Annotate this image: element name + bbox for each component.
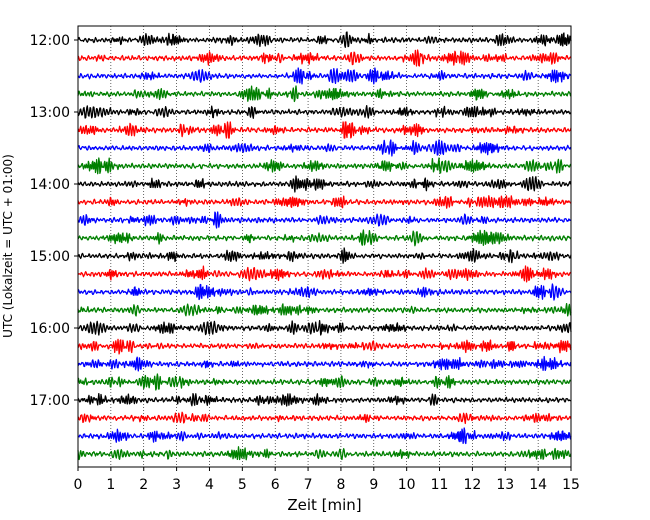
trace-line: [77, 283, 572, 301]
trace-line: [77, 411, 572, 425]
trace-line: [77, 121, 572, 139]
trace-line: [77, 31, 572, 48]
trace-line: [77, 302, 572, 317]
x-tick-label: 10: [398, 477, 416, 493]
x-tick-label: 6: [271, 477, 280, 493]
trace-line: [77, 392, 572, 407]
x-tick-label: 13: [496, 477, 514, 493]
y-tick-label: 14:00: [30, 177, 70, 193]
x-tick-label: 5: [238, 477, 247, 493]
trace-line: [77, 320, 572, 336]
trace-line: [77, 211, 572, 229]
y-tick-label: 15:00: [30, 249, 70, 265]
y-tick-label: 13:00: [30, 105, 70, 121]
trace-line: [77, 247, 572, 264]
x-tick-label: 2: [139, 477, 148, 493]
x-tick-label: 11: [431, 477, 449, 493]
trace-line: [77, 338, 572, 355]
trace-line: [77, 139, 572, 157]
trace-line: [77, 265, 572, 283]
x-tick-label: 3: [172, 477, 181, 493]
trace-line: [77, 355, 572, 372]
x-tick-label: 1: [106, 477, 115, 493]
trace-line: [77, 229, 572, 247]
x-axis-ticks: 0 1 2 3 4 5 6 7 8 9 10 11 12 13 14 15: [74, 467, 580, 493]
trace-line: [77, 49, 572, 67]
x-tick-label: 9: [369, 477, 378, 493]
trace-line: [77, 195, 572, 209]
x-tick-label: 8: [336, 477, 345, 493]
trace-line: [77, 85, 572, 103]
x-tick-label: 12: [463, 477, 481, 493]
x-tick-label: 14: [529, 477, 547, 493]
y-axis-label: UTC (Lokalzeit = UTC + 01:00): [1, 154, 15, 338]
trace-line: [77, 67, 572, 85]
y-tick-label: 17:00: [30, 393, 70, 409]
seismic-traces: [77, 31, 572, 461]
trace-line: [77, 157, 572, 175]
x-tick-label: 4: [205, 477, 214, 493]
x-tick-label: 0: [74, 477, 83, 493]
trace-line: [77, 446, 572, 461]
y-tick-label: 12:00: [30, 33, 70, 49]
trace-line: [77, 427, 572, 445]
trace-line: [77, 175, 572, 193]
x-tick-label: 7: [304, 477, 313, 493]
trace-line: [77, 373, 572, 391]
trace-line: [77, 104, 572, 119]
plot-frame: [77, 25, 572, 468]
y-axis-ticks: 12:00 13:00 14:00 15:00 16:00 17:00: [30, 33, 78, 409]
y-tick-label: 16:00: [30, 321, 70, 337]
x-tick-label: 15: [562, 477, 580, 493]
x-axis-label: Zeit [min]: [287, 496, 361, 514]
